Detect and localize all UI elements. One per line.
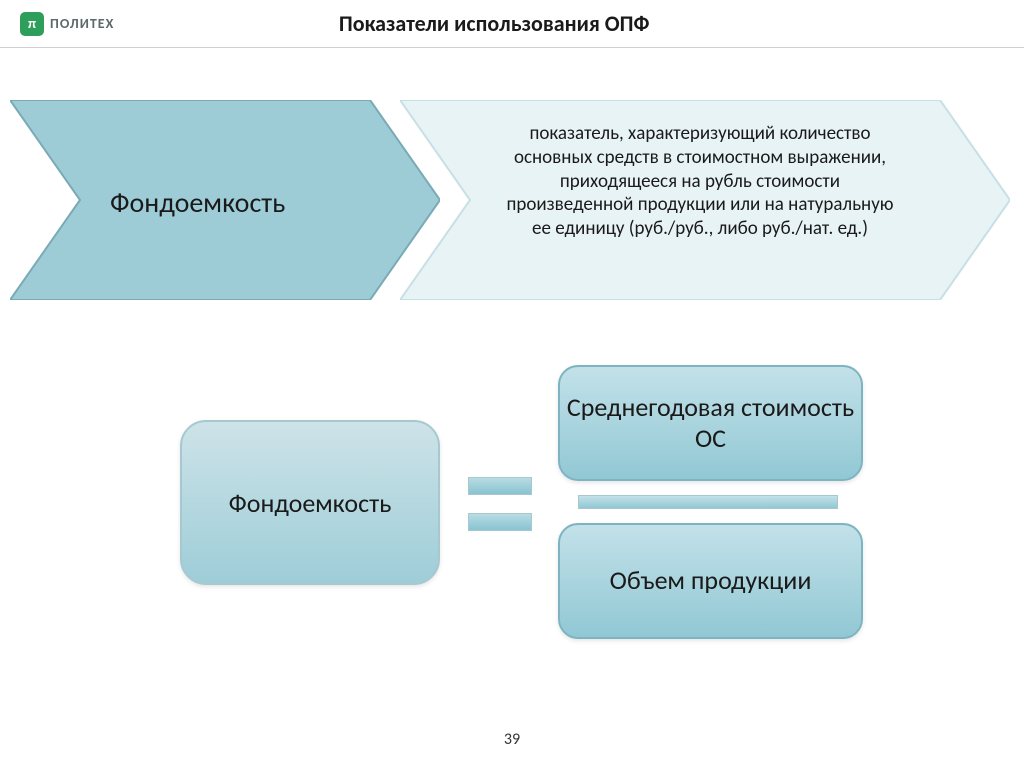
pi-icon: π bbox=[20, 12, 44, 36]
formula-numerator-box: Среднегодовая стоимость ОС bbox=[558, 365, 863, 481]
slide-header: π ПОЛИТЕХ Показатели использования ОПФ bbox=[0, 0, 1024, 48]
equals-bar-bottom bbox=[468, 513, 532, 531]
formula-result-box: Фондоемкость bbox=[180, 420, 440, 585]
term-definition: показатель, характеризующий количество о… bbox=[500, 122, 900, 241]
formula-denominator-label: Объем продукции bbox=[610, 565, 812, 596]
slide-title: Показатели использования ОПФ bbox=[114, 10, 874, 37]
term-label: Фондоемкость bbox=[110, 185, 285, 220]
logo: π ПОЛИТЕХ bbox=[20, 12, 114, 36]
formula-result-label: Фондоемкость bbox=[229, 487, 392, 519]
formula-diagram: Фондоемкость Среднегодовая стоимость ОС … bbox=[180, 365, 880, 645]
logo-text: ПОЛИТЕХ bbox=[50, 15, 114, 32]
equals-bar-top bbox=[468, 477, 532, 495]
equals-icon bbox=[468, 477, 532, 531]
fraction-bar bbox=[578, 495, 838, 509]
formula-numerator-label: Среднегодовая стоимость ОС bbox=[560, 392, 861, 454]
definition-arrows: Фондоемкость показатель, характеризующий… bbox=[10, 100, 1010, 320]
page-number: 39 bbox=[0, 730, 1024, 749]
formula-denominator-box: Объем продукции bbox=[558, 523, 863, 639]
